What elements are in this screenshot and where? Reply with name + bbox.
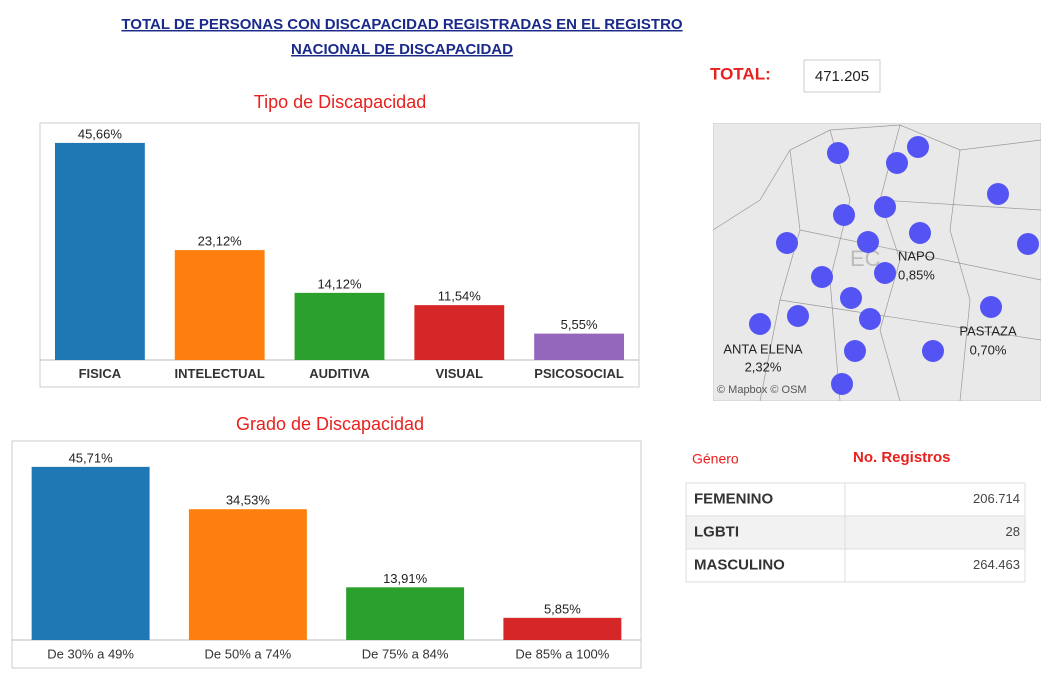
charts: Tipo de Discapacidad 45,66% FISICA 23,12% IN… [11,92,642,669]
table-row [685,515,1026,550]
map-dot [886,152,908,174]
map-dot [980,296,1002,318]
total-label: TOTAL: [710,64,771,83]
x-tick-label: De 75% a 84% [362,646,449,661]
map-dot [857,231,879,253]
map-label: 2,32% [745,359,782,374]
title-line: TOTAL DE PERSONAS CON DISCAPACIDAD REGIS… [121,16,682,33]
chart-title: Grado de Discapacidad [236,414,424,434]
table-header: No. Registros [853,449,951,466]
value-label: 5,85% [544,601,581,616]
bar [31,466,150,640]
map-dot [840,287,862,309]
map-label: 0,70% [970,342,1007,357]
map-dot [833,204,855,226]
table-cell: MASCULINO [694,556,785,573]
map-dot [922,340,944,362]
map-dot [844,340,866,362]
total-box [803,59,881,93]
x-tick-label: INTELECTUAL [175,366,265,381]
table-cell: 264.463 [973,557,1020,572]
map-dot [907,136,929,158]
map-dot [749,313,771,335]
value-label: 13,91% [383,571,428,586]
table-header: Género [692,451,739,467]
map-dot [827,142,849,164]
map: EC NAPO 0,85% ANTA ELENA 2,32% PASTAZA 0… [713,123,1041,401]
bar [414,305,505,360]
map-dot [1017,233,1039,255]
map-borders [713,124,1041,401]
plot-frame [39,122,640,388]
map-dot [787,305,809,327]
map-label: ANTA ELENA [723,341,803,356]
bar [294,292,385,360]
bar [188,509,307,640]
map-dot [859,308,881,330]
value-label: 34,53% [226,493,271,508]
value-label: 45,66% [78,126,123,141]
map-dot [909,222,931,244]
map-dot [776,232,798,254]
map-attribution: © Mapbox © OSM [717,384,807,396]
table-row [685,548,1026,583]
value-label: 5,55% [561,317,598,332]
x-tick-label: PSICOSOCIAL [534,366,624,381]
bar [54,142,145,360]
map-dot [987,183,1009,205]
table-cell: 28 [1006,524,1020,539]
map-dots [749,136,1039,395]
table-cell: FEMENINO [694,490,774,507]
plot-frame [11,440,642,669]
table: Género No. Registros FEMENINO 206.714 LGBT… [685,449,1026,583]
total-value: 471.205 [815,68,869,85]
bar [174,250,265,360]
map-label: PASTAZA [959,323,1017,338]
map-dot [874,196,896,218]
map-dot [811,266,833,288]
map-label: 0,85% [898,267,935,282]
x-tick-label: De 85% a 100% [515,646,609,661]
table-cell: LGBTI [694,523,739,540]
x-tick-label: FISICA [79,366,122,381]
bar [346,587,465,640]
x-tick-label: AUDITIVA [309,366,370,381]
map-dot [831,373,853,395]
value-label: 14,12% [317,276,362,291]
x-tick-label: VISUAL [435,366,483,381]
map-label: NAPO [898,248,935,263]
title-line: NACIONAL DE DISCAPACIDAD [291,41,513,58]
chart-title: Tipo de Discapacidad [254,92,426,112]
value-label: 45,71% [69,450,114,465]
map-background [713,123,1041,401]
x-tick-label: De 50% a 74% [205,646,292,661]
x-tick-label: De 30% a 49% [47,646,134,661]
bar [503,617,622,640]
table-cell: 206.714 [973,491,1020,506]
value-label: 23,12% [198,234,243,249]
table-row [685,482,1026,517]
bar [534,333,625,360]
value-label: 11,54% [438,289,482,304]
map-dot [874,262,896,284]
